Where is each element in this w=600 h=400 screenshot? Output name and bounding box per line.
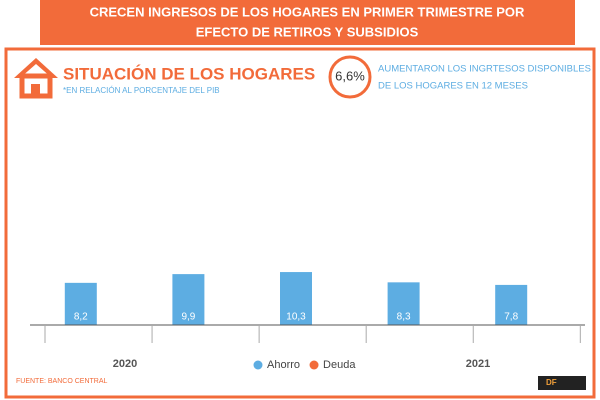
data-label: 10,3 — [286, 312, 306, 323]
bar — [495, 284, 528, 325]
chart-subtitle: *EN RELACIÓN AL PORCENTAJE DEL PIB — [63, 86, 220, 95]
x-group-label: 2021 — [466, 358, 490, 370]
highlight-text: DE LOS HOGARES EN 12 MESES — [378, 81, 528, 92]
highlight-circle — [328, 55, 372, 99]
bar — [64, 282, 97, 325]
legend-label: Deuda — [323, 359, 356, 371]
bar — [280, 272, 312, 325]
highlight-value: 6,6% — [335, 68, 365, 83]
panel — [4, 47, 596, 399]
bar — [387, 282, 420, 325]
bar — [172, 274, 205, 325]
data-label: 8,3 — [397, 312, 411, 323]
house-icon — [14, 58, 58, 99]
header-title: CRECEN INGRESOS DE LOS HOGARES EN PRIMER… — [90, 4, 525, 19]
logo: DF — [546, 378, 557, 387]
header-title: EFECTO DE RETIROS Y SUBSIDIOS — [196, 24, 419, 39]
chart-title: SITUACIÓN DE LOS HOGARES — [63, 64, 315, 83]
legend-swatch — [309, 360, 319, 370]
legend-label: Ahorro — [267, 359, 300, 371]
data-label: 8,2 — [74, 312, 88, 323]
source: FUENTE: BANCO CENTRAL — [16, 378, 108, 385]
data-label: 7,8 — [504, 312, 518, 323]
header-banner — [40, 0, 575, 45]
legend-swatch — [253, 360, 263, 370]
logo-box — [538, 376, 586, 390]
data-label: 9,9 — [181, 312, 195, 323]
x-group-label: 2020 — [113, 358, 137, 370]
highlight-text: AUMENTARON LOS INGRTESOS DISPONIBLES — [378, 64, 591, 75]
